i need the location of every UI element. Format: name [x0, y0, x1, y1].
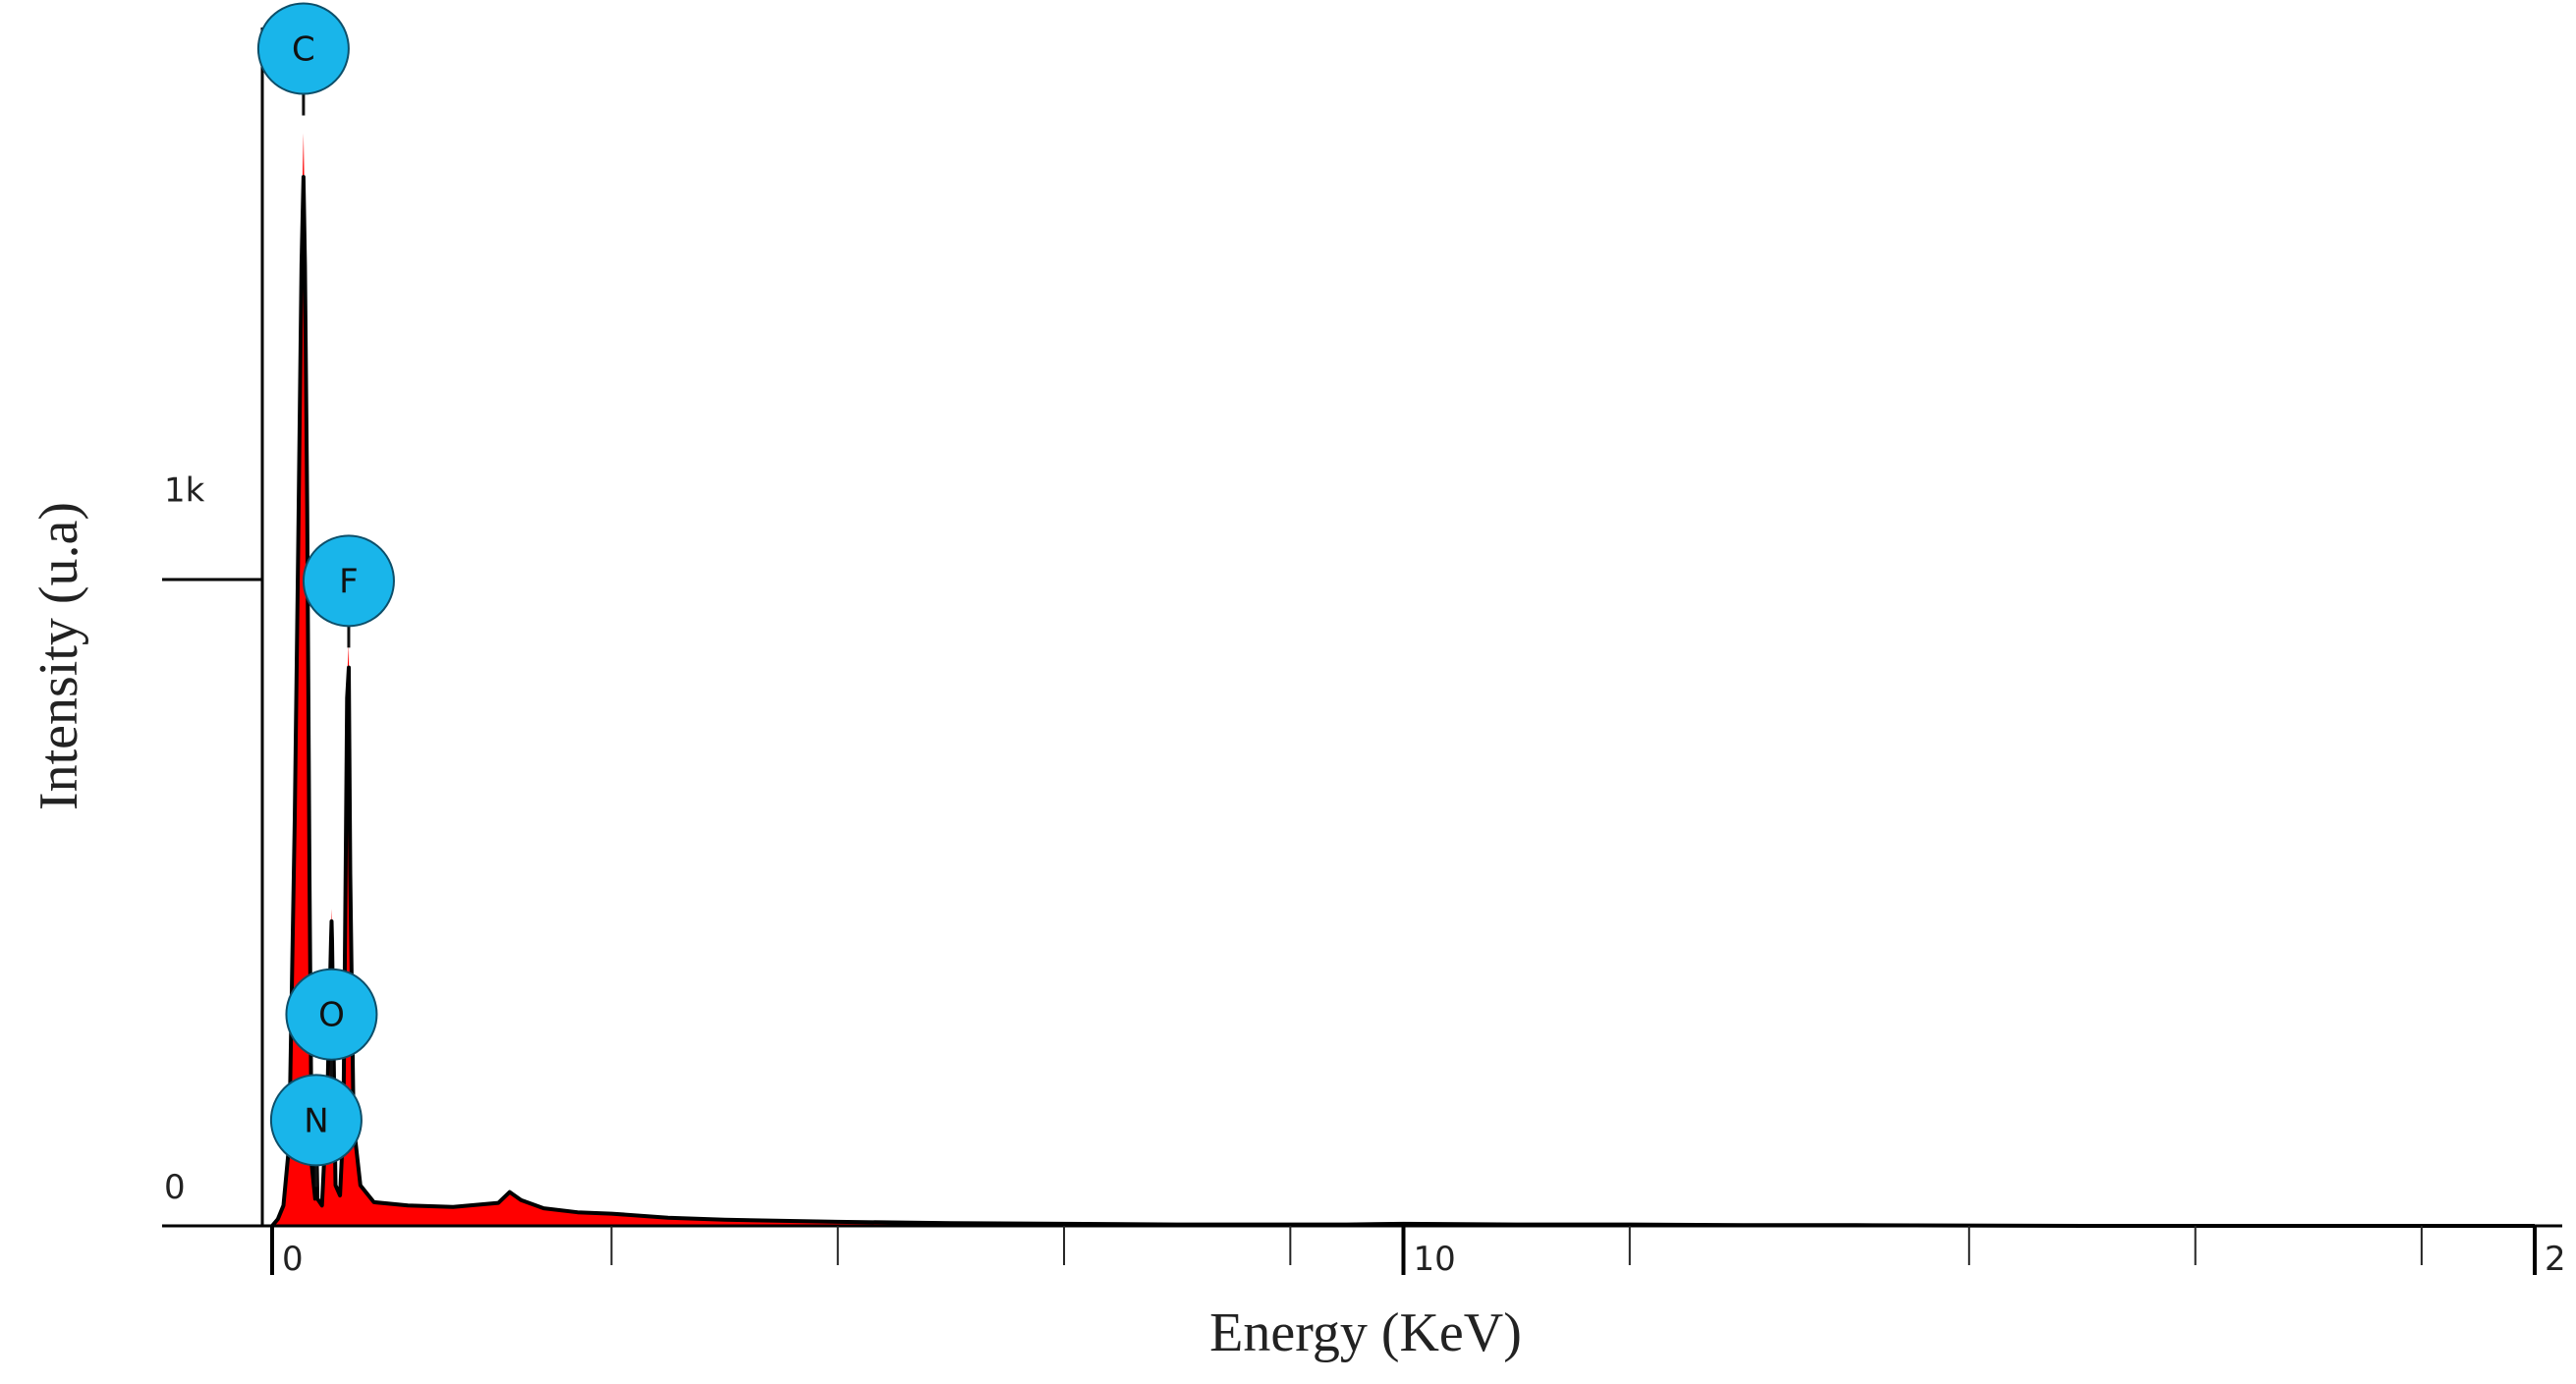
plot-layer [270, 133, 2535, 1228]
peak-marker-n [269, 1074, 363, 1167]
x-tick-label-1: 10 [1414, 1240, 1456, 1279]
x-ticks [270, 1226, 2537, 1275]
peak-label-n: N [304, 1101, 328, 1140]
spectrum-outline-0 [270, 175, 2535, 1228]
y-tick-label-0: 0 [164, 1168, 186, 1207]
peak-labels: C F O N [256, 2, 395, 1188]
peak-label-o: O [318, 996, 345, 1035]
peak-marker-o [285, 968, 378, 1061]
spectrum-area-0 [272, 133, 2535, 1227]
x-tick-label-0: 0 [282, 1240, 304, 1279]
axes-layer [162, 28, 2562, 1228]
peak-marker-f [302, 534, 395, 628]
x-tick-label-2: 2 [2545, 1240, 2566, 1279]
peak-label-f: F [339, 562, 359, 601]
peak-marker-c [256, 2, 350, 95]
y-tick-label-1: 1k [164, 471, 205, 510]
y-axis-title: Intensity (u.a) [28, 502, 89, 810]
x-axis-title: Energy (KeV) [1209, 1302, 1522, 1363]
peak-label-c: C [292, 30, 315, 70]
